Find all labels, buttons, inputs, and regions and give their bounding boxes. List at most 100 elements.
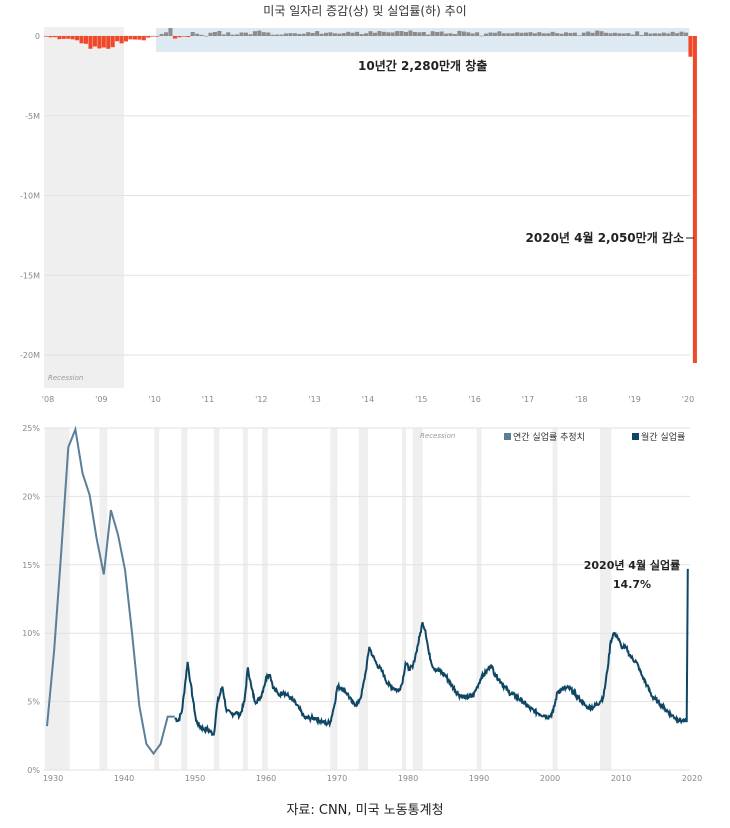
peak-annotation-value: 14.7% [613,578,651,591]
job-change-bar [341,33,346,36]
annual-unemployment-line [46,425,175,756]
job-change-bar [217,30,222,36]
job-change-bar [675,33,680,36]
job-change-bar [626,33,631,36]
y-tick-label: 0% [27,766,40,775]
job-change-bar [448,33,453,36]
x-tick-label: '14 [362,395,374,404]
job-change-bar [88,36,93,49]
job-change-bar [75,36,80,41]
job-change-bars [44,28,697,363]
x-tick-label: '09 [95,395,107,404]
job-change-bar [550,31,555,36]
job-change-bar [670,31,675,36]
job-change-bar [159,33,164,36]
job-change-bar [57,36,62,40]
job-change-bar [421,32,426,36]
job-change-bar [586,31,591,36]
job-change-bar [506,33,511,36]
job-change-bar [408,30,413,36]
monthly-unemployment-line [174,568,689,736]
job-change-bar [123,36,129,42]
job-change-bar [652,33,657,36]
job-change-bar [146,36,151,38]
recession-shading-group [44,27,124,388]
job-change-bar [359,34,364,36]
y-tick-labels: 0% 5% 10% 15% 20% 25% [22,424,40,775]
y-tick-label: -10M [20,192,40,201]
job-change-bar [203,35,209,37]
job-change-bar [44,36,49,37]
legend-swatch-annual [504,433,511,440]
job-change-bar [279,34,284,36]
job-change-bar [315,31,320,36]
y-tick-label: -5M [25,112,40,121]
legend-swatch-monthly [632,433,639,440]
x-tick-label: '08 [42,395,54,404]
job-change-bar [128,36,133,40]
job-change-bar [523,32,529,36]
job-change-bar [372,32,377,36]
job-change-bar [368,31,373,36]
job-change-bar [555,33,560,36]
recession-shade [552,428,558,770]
recession-shade [213,428,220,770]
job-change-bar [452,34,457,36]
job-change-bar [643,32,649,36]
job-change-bar [101,36,106,48]
job-change-bar [515,32,520,36]
job-change-bar [230,34,235,36]
job-change-bar [443,33,449,36]
x-tick-label: 1930 [43,774,63,783]
job-change-bar [492,32,497,36]
x-tick-label: 1950 [185,774,205,783]
job-change-bar [510,33,515,36]
job-change-bar [426,34,431,36]
job-change-bar [239,32,244,36]
y-tick-label: 25% [22,424,40,433]
job-change-bar [488,32,493,36]
job-change-bar [306,32,311,36]
job-change-bar [563,32,569,36]
job-change-bar [199,34,204,36]
job-change-bar [692,36,697,363]
job-change-bar [430,31,435,36]
legend-label-annual: 연간 실업률 추정치 [513,431,585,443]
unemployment-chart: 0% 5% 10% 15% 20% 25% 1930 1940 1950 1960 1970 198… [22,424,702,783]
job-change-bar [635,31,640,36]
job-change-bar [683,32,689,36]
job-change-bar [212,32,217,36]
job-change-bar [435,32,440,36]
job-change-bar [532,33,537,36]
job-change-bar [377,31,382,36]
x-tick-label: '11 [202,395,214,404]
y-tick-label: 0 [35,32,40,41]
job-change-bar [150,36,155,37]
job-change-bar [403,32,409,36]
recession-shade [99,428,108,770]
job-change-bar [390,32,395,36]
job-change-bar [608,33,613,36]
x-tick-label: 1980 [398,774,418,783]
job-change-bar [577,35,582,36]
job-change-bar [457,30,462,36]
job-change-bar [235,34,240,36]
job-change-bar [332,33,337,36]
job-change-bar [657,33,662,36]
job-change-bar [168,28,173,36]
job-change-bar [346,31,351,36]
job-change-bar [483,33,489,36]
job-change-bar [519,32,524,36]
job-change-bar [528,32,533,36]
job-change-bar [283,33,289,36]
job-change-bar [497,31,502,36]
y-tick-label: 20% [22,492,40,501]
job-change-bar [132,36,137,40]
job-change-bar [48,36,53,38]
recession-shade [330,428,338,770]
job-change-bar [190,32,195,36]
job-change-bar [355,31,360,36]
job-change-bar [399,31,404,36]
job-change-bar [590,32,595,36]
job-change-bar [119,36,124,44]
